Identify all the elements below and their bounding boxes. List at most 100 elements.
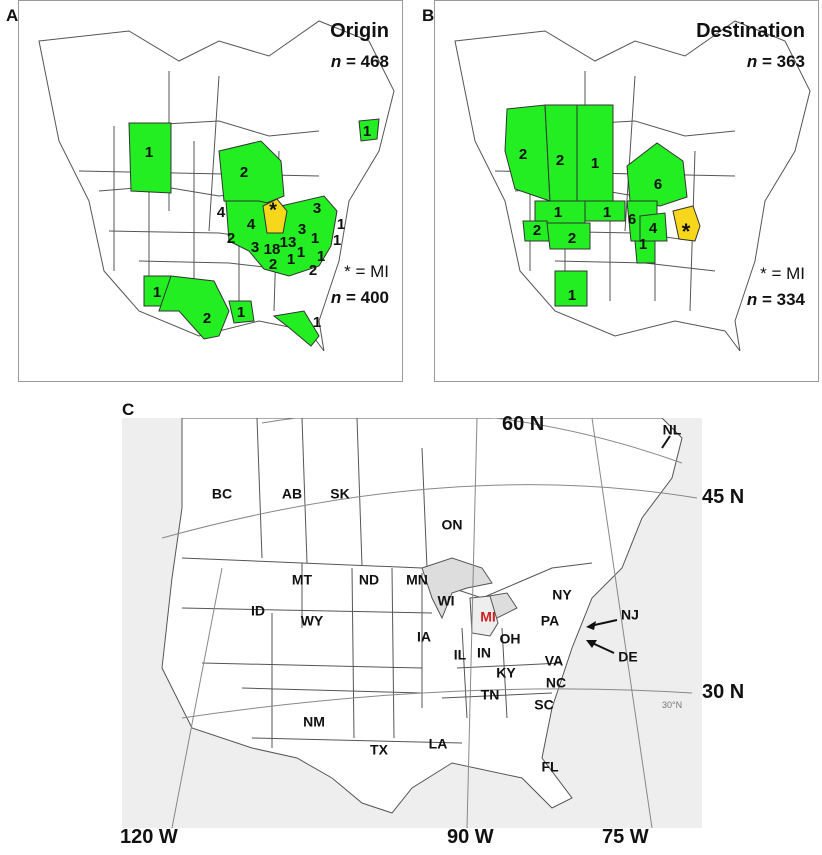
region-mi <box>672 205 701 242</box>
label-ia: IA <box>417 629 431 645</box>
panel-c-letter: C <box>122 400 135 419</box>
label-mt: MT <box>292 572 313 588</box>
origin-mi-n: n = 400 <box>331 288 389 307</box>
origin-count-labels: 1 2 1 4 2 4 3 18 13 3 3 1 1 1 1 1 1 2 2 … <box>145 123 371 331</box>
region-wi <box>639 212 668 242</box>
count-pa: 3 <box>298 221 306 238</box>
label-la: LA <box>429 736 448 752</box>
count-nj: 1 <box>311 230 319 247</box>
origin-highlighted-regions <box>128 118 380 347</box>
count-wi: 4 <box>649 220 658 237</box>
count-on: 2 <box>240 164 248 181</box>
region-nl <box>358 118 380 142</box>
count-nm: 1 <box>153 284 161 301</box>
label-wy: WY <box>301 613 324 629</box>
reference-basemap: 30°N <box>161 411 698 829</box>
count-nc: 2 <box>309 262 317 279</box>
count-id: 2 <box>533 222 541 239</box>
panel-c-reference-map: 30°N BC AB SK ON NL MT ND MN WI NY ID WY… <box>122 411 702 829</box>
region-on <box>218 140 285 207</box>
destination-highlighted-regions <box>504 104 701 307</box>
count-tn: 2 <box>269 256 277 273</box>
region-ab <box>128 122 172 194</box>
destination-title: Destination <box>696 20 805 42</box>
mi-asterisk-b: * <box>682 219 691 244</box>
count-il: 3 <box>251 239 259 256</box>
label-pa: PA <box>541 613 559 629</box>
label-nm: NM <box>303 714 325 730</box>
mi-asterisk-a: * <box>269 199 277 221</box>
label-nd: ND <box>359 572 379 588</box>
label-id: ID <box>251 603 265 619</box>
label-sk: SK <box>330 486 349 502</box>
panel-b-letter: B <box>422 6 435 25</box>
count-nd: 1 <box>603 204 611 221</box>
count-on: 6 <box>654 176 662 193</box>
panel-a-origin-map: 1 2 1 4 2 4 3 18 13 3 3 1 1 1 1 1 1 2 2 … <box>18 0 403 382</box>
label-tx: TX <box>370 742 389 758</box>
count-bc: 2 <box>519 146 527 163</box>
count-mt: 1 <box>554 204 562 221</box>
label-tn: TN <box>481 687 500 703</box>
lon-120w: 120 W <box>120 826 178 848</box>
count-il: 1 <box>639 236 647 253</box>
label-va: VA <box>545 653 563 669</box>
label-ny: NY <box>552 587 572 603</box>
count-ab: 1 <box>145 144 153 161</box>
region-la <box>228 300 255 324</box>
count-ia: 2 <box>227 230 235 247</box>
label-ky: KY <box>496 665 516 681</box>
count-wv: 1 <box>297 244 305 261</box>
count-ny: 3 <box>313 200 321 217</box>
label-oh: OH <box>500 631 521 647</box>
origin-title: Origin <box>330 20 389 42</box>
count-oh: 13 <box>280 234 297 251</box>
destination-mi-legend: * = MI <box>760 264 805 283</box>
panel-b-destination-map: 2 2 1 6 1 1 6 2 2 4 1 1 * Destination n … <box>434 0 819 382</box>
destination-map-svg: 2 2 1 6 1 1 6 2 2 4 1 1 * Destination n … <box>454 20 811 352</box>
count-nm: 1 <box>568 287 576 304</box>
label-de: DE <box>618 649 637 665</box>
destination-n: n = 363 <box>747 52 805 71</box>
label-mn: MN <box>406 572 428 588</box>
count-mn: 6 <box>628 211 636 228</box>
count-wy: 2 <box>568 230 576 247</box>
count-la: 1 <box>237 304 245 321</box>
arrow-nj <box>586 621 596 630</box>
label-mi-highlight: MI <box>480 609 496 625</box>
lon-75w: 75 W <box>602 826 649 848</box>
graticule-label: 30°N <box>662 700 682 710</box>
label-wi: WI <box>437 593 454 609</box>
count-ky: 1 <box>287 251 295 268</box>
reference-map-svg: 30°N BC AB SK ON NL MT ND MN WI NY ID WY… <box>161 411 698 829</box>
label-on: ON <box>442 517 463 533</box>
panel-a-letter: A <box>6 6 19 25</box>
count-va: 1 <box>317 248 325 265</box>
label-bc: BC <box>212 486 232 502</box>
label-sc: SC <box>534 697 553 713</box>
count-in: 18 <box>264 241 281 258</box>
count-ma: 1 <box>333 232 341 249</box>
region-fl <box>272 310 320 347</box>
region-mi <box>262 198 288 234</box>
lat-30n: 30 N <box>702 681 744 703</box>
label-nl: NL <box>663 422 682 438</box>
label-il: IL <box>454 647 467 663</box>
label-in: IN <box>477 645 491 661</box>
arrow-de <box>586 640 597 648</box>
count-vt: 1 <box>337 216 345 233</box>
region-il <box>634 240 656 264</box>
label-fl: FL <box>541 759 559 775</box>
label-ab: AB <box>282 486 302 502</box>
region-bc <box>504 104 551 202</box>
region-nm <box>554 270 588 307</box>
lat-45n: 45 N <box>702 486 744 508</box>
origin-mi-legend: * = MI <box>344 262 389 281</box>
region-nd <box>584 200 626 222</box>
label-nc: NC <box>546 675 566 691</box>
count-mn: 4 <box>217 204 226 221</box>
region-sk <box>576 104 614 202</box>
destination-mi-n: n = 334 <box>747 290 806 309</box>
destination-count-labels: 2 2 1 6 1 1 6 2 2 4 1 1 * <box>519 146 691 304</box>
label-nj: NJ <box>621 607 639 623</box>
